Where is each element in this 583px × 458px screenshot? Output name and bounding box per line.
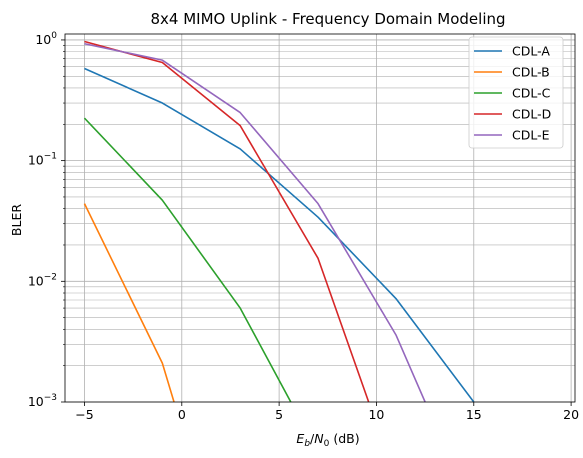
- x-axis-ticks: −5 0 5 10 15 20: [75, 402, 579, 422]
- x-tick-label: 0: [178, 407, 186, 422]
- y-axis-label: BLER: [9, 204, 24, 236]
- legend-label-cdl-a: CDL-A: [512, 44, 550, 59]
- x-label-var: E: [296, 431, 304, 446]
- legend-label-cdl-c: CDL-C: [512, 86, 551, 101]
- y-tick-label: 10−2: [28, 272, 57, 288]
- series-line-cdl-a: [84, 67, 475, 402]
- x-tick-label: 20: [563, 407, 579, 422]
- x-tick-label: 5: [275, 407, 283, 422]
- legend: CDL-A CDL-B CDL-C CDL-D CDL-E: [468, 36, 564, 149]
- series-line-cdl-d: [84, 40, 370, 402]
- legend-label-cdl-d: CDL-D: [512, 107, 551, 122]
- x-label-unit: (dB): [329, 431, 359, 446]
- legend-label-cdl-b: CDL-B: [512, 65, 550, 80]
- plot-area-frame: [64, 33, 576, 403]
- series-lines: [83, 40, 475, 402]
- y-tick-label: 10−1: [28, 152, 57, 168]
- x-label-slash: /: [310, 431, 315, 446]
- legend-label-cdl-e: CDL-E: [512, 128, 550, 143]
- series-line-cdl-c: [83, 117, 292, 402]
- x-tick-label: −5: [75, 407, 93, 422]
- y-tick-label: 100: [35, 31, 57, 47]
- series-line-cdl-b: [83, 203, 175, 402]
- legend-box: [468, 36, 564, 149]
- x-label-var2: N: [314, 431, 324, 446]
- x-tick-label: 15: [466, 407, 482, 422]
- y-tick-label: 10−3: [28, 393, 57, 409]
- y-axis-ticks: 10−3 10−2 10−1 100: [28, 31, 65, 409]
- x-tick-label: 10: [368, 407, 384, 422]
- x-label-sub2: 0: [324, 439, 330, 449]
- series-line-cdl-e: [84, 42, 426, 402]
- x-label-sub1: b: [304, 439, 310, 449]
- x-axis-label: Eb/N0 (dB): [296, 431, 359, 449]
- chart-title: 8x4 MIMO Uplink - Frequency Domain Model…: [150, 10, 505, 28]
